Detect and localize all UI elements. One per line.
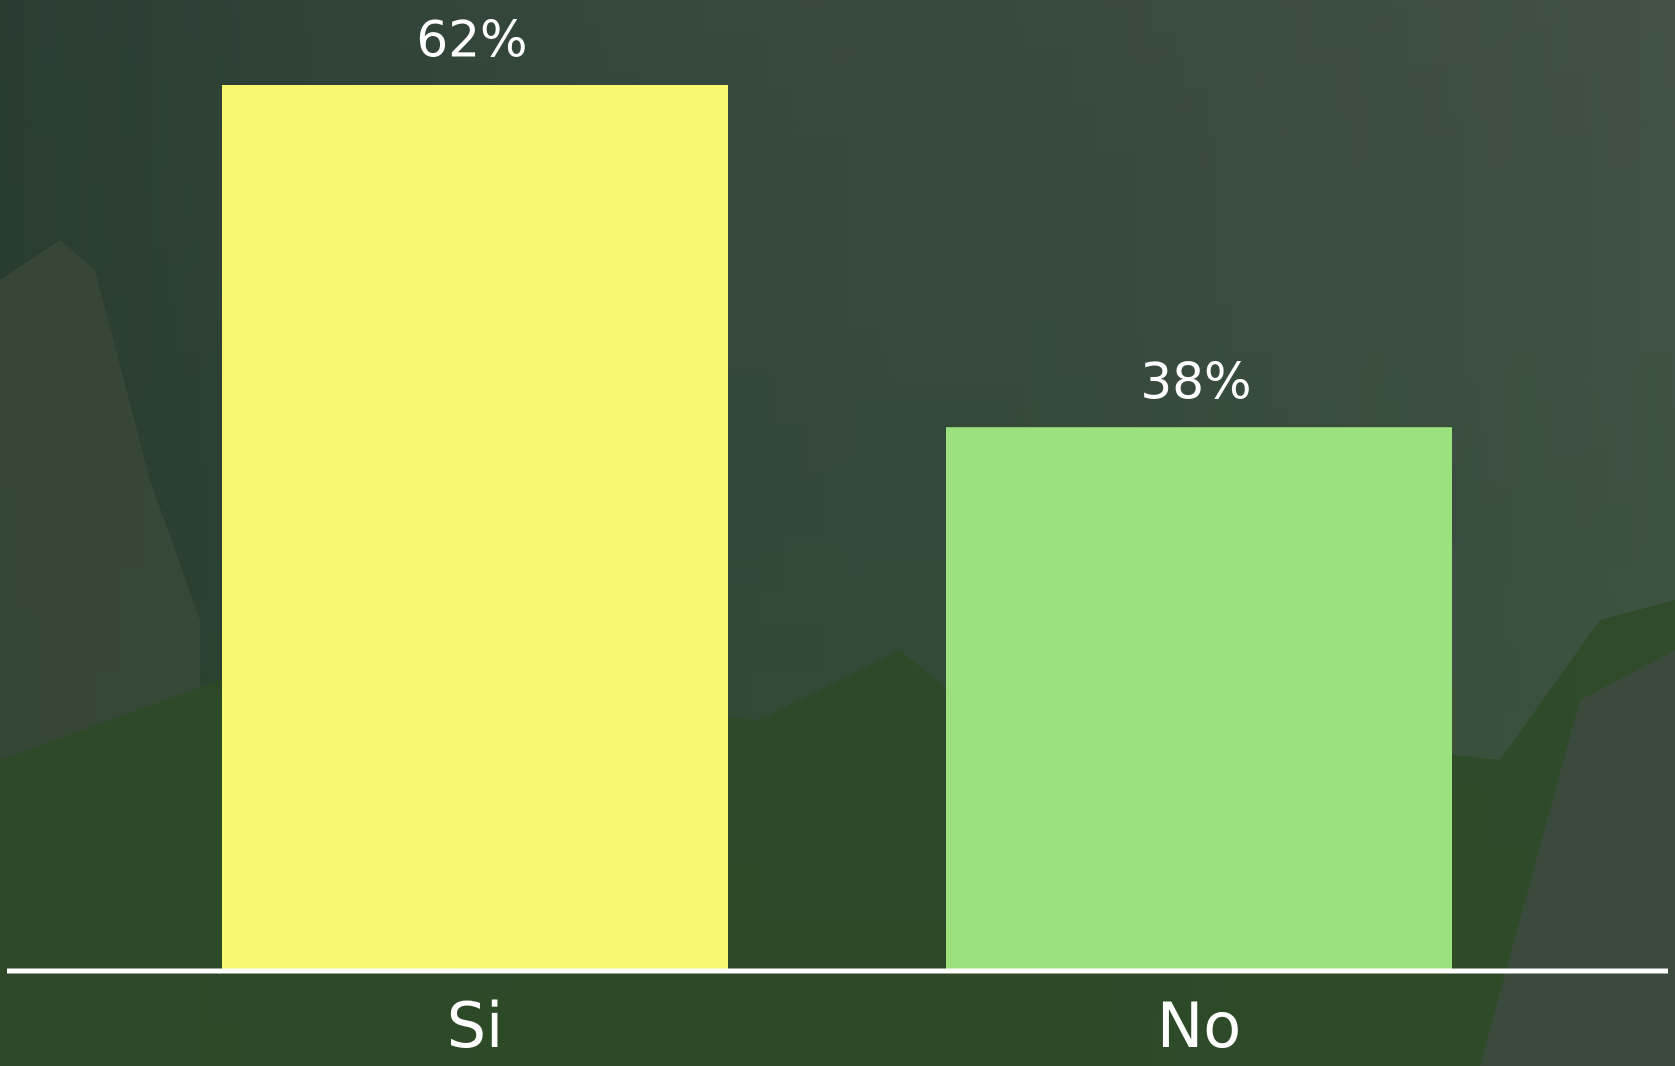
page: 62%Si38%No (() => { const data = JSON.pa… [0, 0, 1675, 1066]
bar [946, 427, 1452, 969]
value-label: 38% [1140, 353, 1251, 411]
value-label: 62% [416, 11, 527, 69]
x-tick-label: Si [447, 989, 504, 1062]
x-tick-label: No [1157, 989, 1241, 1062]
bar [222, 85, 728, 969]
chart: 62% Si 38% No [0, 0, 1675, 1066]
